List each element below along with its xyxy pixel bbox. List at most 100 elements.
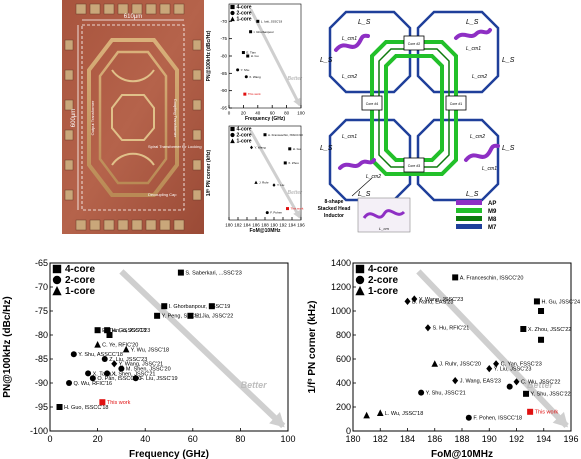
- mini-chart-pn: Better 0 20 40 60 80 100 -70 -75 -80 -85 -90 -95 Freq…: [205, 0, 305, 122]
- data-point: [376, 409, 384, 416]
- data-point-label: H. Gu, JSSC'23: [112, 328, 151, 334]
- legend-marker: [230, 10, 235, 16]
- legend-label: 1-core: [237, 139, 252, 145]
- legend-swatch: [456, 224, 482, 229]
- y-tick-label: -80: [220, 54, 227, 59]
- callout-line-3: Inductor: [324, 213, 344, 219]
- data-point-label: Y. Shu: [241, 68, 250, 72]
- data-point: [263, 133, 267, 137]
- data-point-label: D. Rand, EAS'23: [412, 299, 453, 305]
- y-tick-label: 1000: [331, 306, 351, 316]
- legend-label: 2-core: [368, 275, 398, 286]
- y-tick-label: -100: [30, 426, 48, 436]
- pad-column-right: [192, 39, 202, 201]
- data-point: [533, 298, 540, 305]
- data-point: [94, 341, 101, 348]
- x-tick-label: 186: [427, 434, 442, 444]
- data-point: [523, 390, 530, 397]
- legend-marker: [52, 285, 62, 296]
- y-tick-label: -85: [35, 354, 48, 364]
- data-point: [244, 75, 248, 79]
- chart-pn-vs-frequency: Better 0 20 40 60 80 100 -65 -70 -75 -80 -85 -90 -95 -…: [0, 253, 300, 459]
- annotation-output-transformer: Output Transformer: [90, 100, 95, 135]
- data-point-label: Y. Liu: [277, 183, 285, 187]
- data-point: [513, 378, 520, 386]
- inner-m8-rings: [378, 48, 450, 168]
- data-point-label: H. Gu: [251, 54, 259, 58]
- data-points: A. Franceschin, ISSCC'20 Y. Wang H. Gu X. Z…: [250, 133, 304, 215]
- data-point: [241, 51, 245, 55]
- annotation-coupling-transformer: Coupling Transformer: [173, 99, 178, 138]
- data-points: L. Iotti, JSSC'19 I. Ghorbanpour E. TianH.…: [236, 19, 283, 96]
- annotation-decoupling-cap: Decoupling Cap: [148, 192, 177, 197]
- ls-label: L_S: [358, 19, 371, 26]
- better-arrow-shaft: [249, 8, 301, 106]
- x-tick-label: 184: [400, 434, 415, 444]
- die-photo-svg: 610μm 600μm Output Transformer Coupling …: [62, 0, 204, 234]
- pad-row-bottom: [75, 219, 185, 231]
- data-point-label: X. Zhou: [288, 161, 299, 165]
- legend-marker: [230, 4, 235, 10]
- data-point: [431, 360, 439, 367]
- layout-schematic-svg: Core #2 Core #1 Core #4 Core #3 L_S L_S …: [318, 10, 515, 233]
- data-point-label: H. Jia, JSSC'22: [195, 314, 233, 320]
- data-point-label: X. Shen, JSSC'21: [112, 371, 156, 377]
- data-point: [288, 147, 292, 151]
- core-label: Core #2: [408, 42, 421, 46]
- better-label: Better: [527, 380, 554, 390]
- data-point-label: E. Tian, ISSCC'18: [102, 328, 146, 334]
- better-label: Better: [288, 76, 304, 82]
- inner-m9-rings: [370, 40, 458, 176]
- x-tick-label: 192: [509, 434, 524, 444]
- legend-label: 2-core: [237, 133, 252, 139]
- legend-label: 1-core: [237, 17, 252, 23]
- data-point: [161, 303, 168, 310]
- y-axis-label: 1/f³ PN corner (kHz): [307, 301, 318, 394]
- lcm-label: L_cm2: [470, 134, 485, 140]
- octagon-transformer: [87, 38, 179, 197]
- legend-marker: [355, 275, 365, 285]
- y-tick-label: 200: [336, 402, 351, 412]
- x-tick-label: 40: [255, 111, 261, 116]
- x-axis-label: FoM@10MHz: [250, 228, 281, 234]
- axis-ticks: 0 20 40 60 80 100 -65 -70 -75 -80 -85 -90 -95 -100: [30, 258, 296, 444]
- legend-label: 4-core: [237, 5, 252, 11]
- data-point: [243, 92, 247, 96]
- data-point-label: I. Ghorbanpour, FSSC'19: [169, 304, 231, 310]
- y-tick-label: -80: [35, 330, 48, 340]
- lcm-labels: L_cm1 L_cm1 L_cm2 L_cm2 L_cm1 L_cm2 L_cm…: [342, 36, 497, 180]
- legend-label: M9: [488, 209, 497, 215]
- data-point-label: X. Tang, L: [93, 371, 118, 377]
- ls-label: L_S: [320, 57, 333, 64]
- y-tick-label: -75: [35, 306, 48, 316]
- data-points: A. Franceschin, ISSCC'20 Y. Wang, JSSC'23…: [363, 274, 580, 422]
- data-point: [104, 327, 111, 334]
- better-arrow-shaft: [119, 269, 286, 429]
- data-point: [246, 54, 250, 58]
- data-point-label: Y. Shu, JSSC'21: [426, 391, 466, 397]
- better-arrow: Better: [119, 269, 286, 429]
- data-point-label: J. Ruhr, JSSC'20: [439, 362, 481, 368]
- x-tick-label: 180: [225, 223, 233, 228]
- y-tick-label: 400: [336, 378, 351, 388]
- data-point-label: J. Ruhr: [259, 180, 269, 184]
- x-tick-label: 20: [93, 434, 103, 444]
- data-point: [411, 295, 418, 303]
- data-point-label: Z. Liu, JSSC'23: [109, 357, 147, 363]
- x-tick-label: 80: [235, 434, 245, 444]
- die-substrate: [62, 0, 204, 234]
- data-point-label: C. Wu, JSSC'22: [521, 380, 560, 386]
- data-point: [118, 365, 125, 372]
- ls-labels: L_S L_S L_S L_S L_S L_S L_S L_S: [320, 19, 515, 198]
- data-points: S. Saberkari, ...SSC'23 I. Ghorbanpour, F…: [56, 269, 242, 411]
- data-point: [283, 161, 287, 165]
- mini-chart-flicker: Better 180 182 184 186 188 190 192 194 196 FoM@10M…: [205, 122, 305, 234]
- legend-label: 4-core: [65, 264, 95, 275]
- y-tick-label: -95: [35, 402, 48, 412]
- legend-label: 2-core: [65, 275, 95, 286]
- x-tick-label: 192: [279, 223, 287, 228]
- width-label: 610μm: [124, 14, 142, 20]
- legend-label: 2-core: [237, 11, 252, 17]
